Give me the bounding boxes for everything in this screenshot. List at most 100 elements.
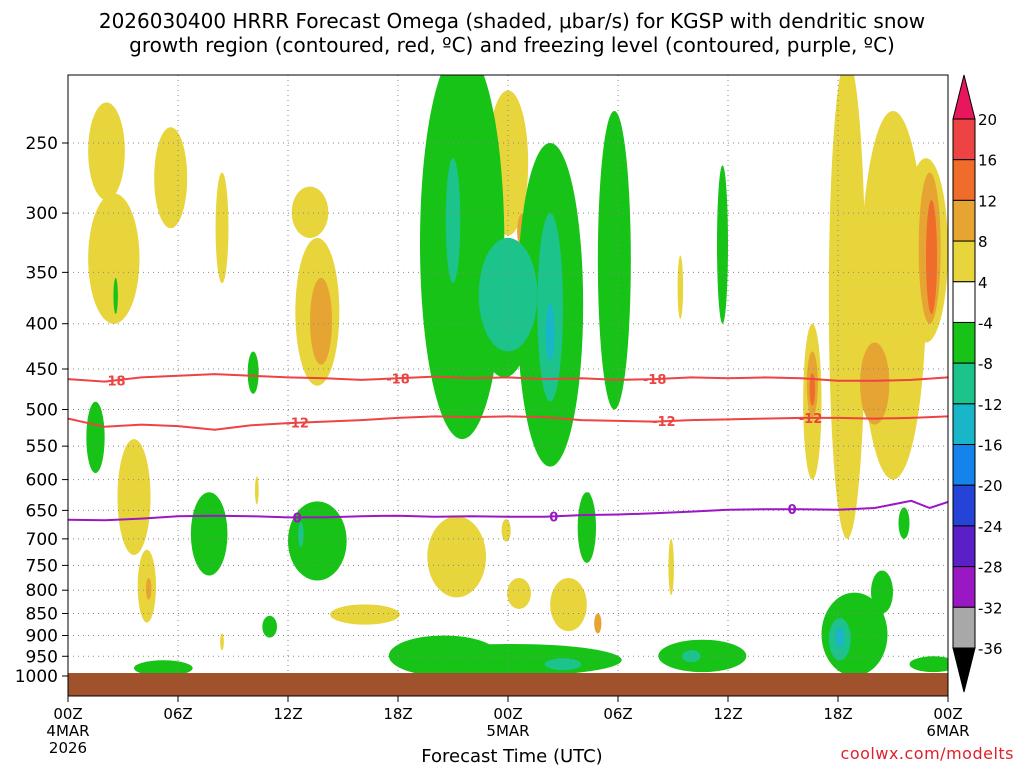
contour-label-freezing-0: 0 xyxy=(293,511,302,526)
credit-text: coolwx.com/modelts xyxy=(840,744,1014,763)
omega-blob-45 xyxy=(247,351,259,394)
x-tick-label-0: 00Z xyxy=(53,705,82,723)
colorbar-label-5: -4 xyxy=(978,314,993,332)
colorbar-label-2: 12 xyxy=(978,192,997,210)
colorbar-label-3: 8 xyxy=(978,233,988,251)
colorbar-band-9 xyxy=(952,444,976,486)
omega-blob-37 xyxy=(478,237,538,352)
omega-blob-29 xyxy=(809,373,816,406)
x-tick-label-2: 12Z xyxy=(273,705,302,723)
omega-blob-3 xyxy=(88,193,140,324)
omega-blob-13 xyxy=(255,476,259,505)
omega-blob-44 xyxy=(298,522,304,548)
omega-blob-18 xyxy=(550,577,587,632)
y-tick-label-450: 450 xyxy=(26,360,58,380)
contour-label-m12-2: -12 xyxy=(799,412,823,427)
contour-label-freezing-1: 0 xyxy=(549,510,558,525)
omega-blob-22 xyxy=(828,75,866,539)
y-tick-label-800: 800 xyxy=(26,581,58,601)
colorbar-label-6: -8 xyxy=(978,355,993,373)
chart-title-line2: growth region (contoured, red, ºC) and f… xyxy=(129,33,895,57)
omega-blob-26 xyxy=(926,200,937,314)
colorbar-label-9: -20 xyxy=(978,477,1003,495)
colorbar-label-11: -28 xyxy=(978,559,1003,577)
chart-title-line1: 2026030400 HRRR Forecast Omega (shaded, … xyxy=(98,9,926,33)
omega-blob-15 xyxy=(501,519,511,542)
colorbar-label-4: 4 xyxy=(978,274,988,292)
y-tick-label-400: 400 xyxy=(26,315,58,335)
omega-blob-6 xyxy=(291,186,329,238)
y-tick-label-550: 550 xyxy=(26,437,58,457)
colorbar-band-8 xyxy=(952,403,976,446)
colorbar-label-7: -12 xyxy=(978,396,1003,414)
contour-line-freezing xyxy=(68,499,948,522)
omega-blob-16 xyxy=(330,604,400,625)
omega-shading-layer xyxy=(86,75,948,677)
colorbar: 20 16 12 8 4 -4 -8 -12 -16 -20 -24 -28 -32 -36 xyxy=(952,74,1003,693)
omega-blob-14 xyxy=(427,516,486,598)
contour-layer: -18 -18 -18 -12 -12 -12 0 0 0 xyxy=(68,372,948,526)
y-tick-label-700: 700 xyxy=(26,530,58,550)
colorbar-top-arrow xyxy=(952,74,976,120)
omega-blob-60 xyxy=(113,277,118,314)
x-tick-year-0: 2026 xyxy=(49,739,87,757)
contour-label-m12-0: -12 xyxy=(285,417,309,432)
colorbar-band-1 xyxy=(952,118,976,161)
ground-fill xyxy=(68,673,948,696)
colorbar-band-12 xyxy=(952,566,976,608)
y-tick-label-750: 750 xyxy=(26,556,58,576)
contour-label-m18-1: -18 xyxy=(386,372,410,387)
contour-label-m18-2: -18 xyxy=(643,373,667,388)
omega-blob-41 xyxy=(86,401,105,474)
colorbar-label-12: -32 xyxy=(978,599,1003,617)
x-tick-label-4: 00Z xyxy=(493,705,522,723)
omega-blob-53 xyxy=(871,570,893,614)
omega-blob-50 xyxy=(658,639,747,673)
y-tick-label-850: 850 xyxy=(26,605,58,625)
omega-blob-19 xyxy=(594,613,602,634)
x-tick-label-3: 18Z xyxy=(383,705,412,723)
omega-blob-17 xyxy=(507,577,531,609)
x-tick-sublabel-8: 6MAR xyxy=(926,722,969,740)
gridlines xyxy=(67,75,949,696)
contour-line-m18 xyxy=(68,373,948,383)
omega-blob-4 xyxy=(154,127,188,229)
colorbar-band-13 xyxy=(952,606,976,649)
omega-blob-42 xyxy=(190,492,228,576)
y-tick-label-600: 600 xyxy=(26,471,58,491)
y-tick-label-1000: 1000 xyxy=(15,667,58,687)
omega-blob-31 xyxy=(677,255,684,319)
omega-blob-36 xyxy=(445,158,461,284)
omega-blob-34 xyxy=(597,110,631,410)
y-tick-label-950: 950 xyxy=(26,647,58,667)
omega-blob-49 xyxy=(544,658,582,671)
omega-blob-2 xyxy=(88,102,125,201)
x-tick-label-7: 18Z xyxy=(823,705,852,723)
x-axis-title: Forecast Time (UTC) xyxy=(421,746,603,767)
colorbar-bottom-arrow xyxy=(952,647,976,693)
colorbar-band-7 xyxy=(952,362,976,405)
colorbar-band-10 xyxy=(952,484,976,527)
omega-blob-43 xyxy=(288,501,347,581)
y-tick-label-350: 350 xyxy=(26,263,58,283)
omega-blob-40 xyxy=(717,165,728,324)
x-tick-sublabel-4: 5MAR xyxy=(486,722,529,740)
y-tick-label-650: 650 xyxy=(26,501,58,521)
colorbar-label-10: -24 xyxy=(978,518,1003,536)
omega-blob-57 xyxy=(898,507,910,539)
omega-blob-8 xyxy=(310,277,332,365)
x-tick-label-6: 12Z xyxy=(713,705,742,723)
x-tick-label-8: 00Z xyxy=(933,705,962,723)
omega-blob-11 xyxy=(145,577,152,600)
colorbar-label-13: -36 xyxy=(978,640,1003,658)
omega-blob-21 xyxy=(668,538,674,595)
y-tick-label-900: 900 xyxy=(26,626,58,646)
y-axis: 2503003504004505005506006507007508008509… xyxy=(15,134,68,687)
x-tick-sublabel-0: 4MAR xyxy=(46,722,89,740)
colorbar-label-8: -16 xyxy=(978,437,1003,455)
colorbar-label-1: 16 xyxy=(978,152,997,170)
y-tick-label-500: 500 xyxy=(26,401,58,421)
colorbar-band-6 xyxy=(952,321,976,364)
